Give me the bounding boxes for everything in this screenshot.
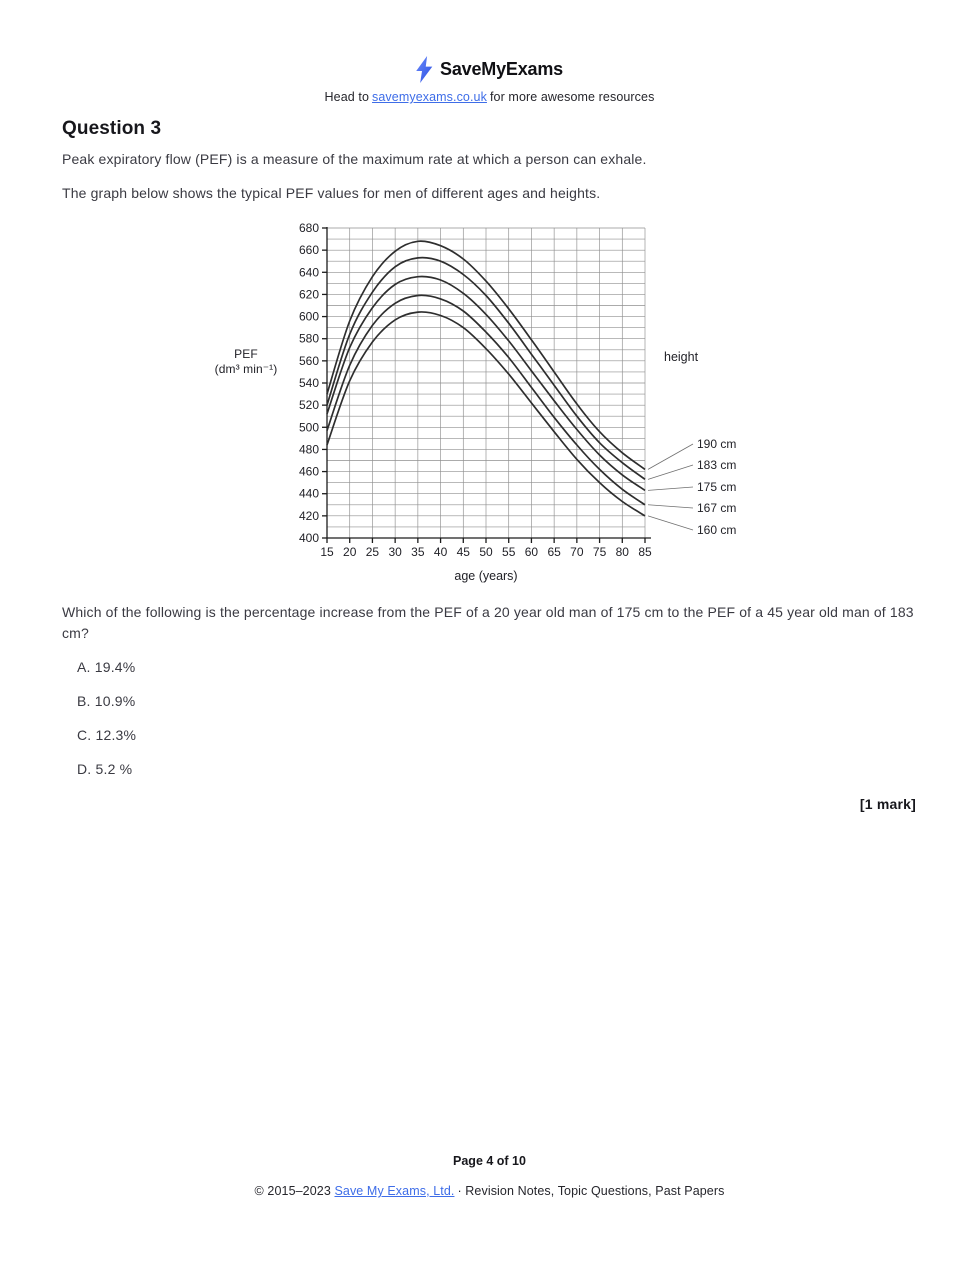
question-title: Question 3 bbox=[62, 118, 162, 139]
copyright-line: © 2015–2023 Save My Exams, Ltd. · Revisio… bbox=[0, 1184, 979, 1198]
y-tick-label: 500 bbox=[299, 420, 319, 434]
y-tick-label: 600 bbox=[299, 310, 319, 324]
leader-line bbox=[647, 486, 694, 491]
leader-line bbox=[647, 443, 694, 470]
savemyexams-ltd-link[interactable]: Save My Exams, Ltd. bbox=[334, 1184, 455, 1198]
x-tick-label: 40 bbox=[434, 545, 448, 559]
pef-chart-svg: 400 420 440 460 480 500 520 540 560 580 600 620 640 6… bbox=[299, 221, 736, 583]
question-intro-2: The graph below shows the typical PEF va… bbox=[62, 185, 601, 201]
curve-167-cm bbox=[326, 294, 646, 506]
y-tick-label: 540 bbox=[299, 376, 319, 390]
copyright-prefix: © 2015–2023 bbox=[254, 1184, 331, 1198]
x-axis-title: age (years) bbox=[454, 569, 517, 583]
x-tick-label: 60 bbox=[525, 545, 539, 559]
y-tick-label: 460 bbox=[299, 465, 319, 479]
y-tick-label: 480 bbox=[299, 442, 319, 456]
y-tick-label: 520 bbox=[299, 398, 319, 412]
height-label: 175 cm bbox=[697, 480, 736, 494]
height-label: 190 cm bbox=[697, 437, 736, 451]
curve-183-cm bbox=[326, 256, 646, 480]
height-label: 167 cm bbox=[697, 501, 736, 515]
x-tick-label: 20 bbox=[343, 545, 357, 559]
x-tick-label: 50 bbox=[479, 545, 493, 559]
leader-line bbox=[647, 464, 694, 480]
y-tick-label: 420 bbox=[299, 509, 319, 523]
y-tick-label: 660 bbox=[299, 243, 319, 257]
page-number: Page 4 of 10 bbox=[453, 1154, 526, 1168]
question-intro-1: Peak expiratory flow (PEF) is a measure … bbox=[62, 151, 647, 167]
leader-line bbox=[647, 504, 694, 509]
y-axis-label-line2: (dm³ min⁻¹) bbox=[214, 362, 278, 376]
x-tick-label: 85 bbox=[638, 545, 652, 559]
y-tick-label: 440 bbox=[299, 487, 319, 501]
height-label: 160 cm bbox=[697, 523, 736, 537]
x-tick-label: 75 bbox=[593, 545, 607, 559]
x-tick-label: 80 bbox=[616, 545, 630, 559]
x-tick-label: 65 bbox=[547, 545, 561, 559]
x-tick-label: 70 bbox=[570, 545, 584, 559]
tagline-prefix: Head to bbox=[324, 90, 370, 104]
x-tick-label: 35 bbox=[411, 545, 425, 559]
y-tick-label: 400 bbox=[299, 531, 319, 545]
x-tick-label: 25 bbox=[366, 545, 380, 559]
savemyexams-link[interactable]: savemyexams.co.uk bbox=[372, 90, 487, 104]
leader-line bbox=[647, 515, 694, 531]
tagline-suffix: for more awesome resources bbox=[489, 90, 655, 104]
y-tick-label: 580 bbox=[299, 332, 319, 346]
option-b: B. 10.9% bbox=[77, 693, 136, 709]
header-tagline: Head to savemyexams.co.uk for more awesome… bbox=[0, 90, 979, 104]
x-tick-label: 15 bbox=[320, 545, 334, 559]
y-tick-label: 560 bbox=[299, 354, 319, 368]
option-a: A. 19.4% bbox=[77, 659, 136, 675]
height-label: 183 cm bbox=[697, 458, 736, 472]
y-tick-label: 680 bbox=[299, 221, 319, 235]
height-legend-title: height bbox=[664, 350, 699, 364]
curve-175-cm bbox=[326, 275, 646, 492]
option-d: D. 5.2 % bbox=[77, 761, 133, 777]
copyright-suffix: · Revision Notes, Topic Questions, Past … bbox=[457, 1184, 725, 1198]
y-axis-label: PEF (dm³ min⁻¹) bbox=[205, 347, 287, 377]
option-c: C. 12.3% bbox=[77, 727, 137, 743]
question-prompt: Which of the following is the percentage… bbox=[62, 604, 914, 641]
brand-name: SaveMyExams bbox=[440, 59, 563, 79]
y-axis-label-line1: PEF bbox=[234, 347, 258, 361]
mark-allocation: [1 mark] bbox=[859, 796, 916, 812]
y-tick-label: 640 bbox=[299, 265, 319, 279]
curve-190-cm bbox=[326, 240, 646, 471]
x-tick-label: 55 bbox=[502, 545, 516, 559]
pef-chart: 400 420 440 460 480 500 520 540 560 580 600 620 640 6… bbox=[205, 215, 770, 593]
curve-160-cm bbox=[326, 311, 646, 517]
x-tick-label: 30 bbox=[388, 545, 402, 559]
x-tick-label: 45 bbox=[457, 545, 471, 559]
brand: SaveMyExams bbox=[0, 56, 979, 83]
y-tick-label: 620 bbox=[299, 287, 319, 301]
lightning-bolt-icon bbox=[416, 56, 433, 83]
